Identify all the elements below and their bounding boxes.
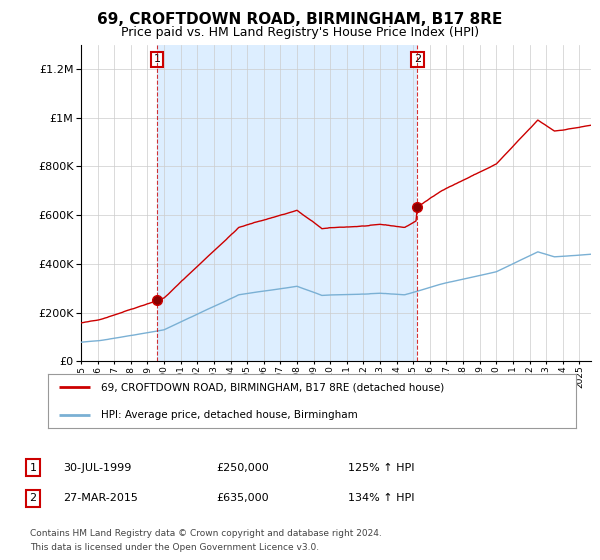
Text: This data is licensed under the Open Government Licence v3.0.: This data is licensed under the Open Gov…	[30, 543, 319, 552]
Text: Contains HM Land Registry data © Crown copyright and database right 2024.: Contains HM Land Registry data © Crown c…	[30, 529, 382, 538]
Text: 2: 2	[413, 54, 421, 64]
Text: Price paid vs. HM Land Registry's House Price Index (HPI): Price paid vs. HM Land Registry's House …	[121, 26, 479, 39]
Text: £250,000: £250,000	[216, 463, 269, 473]
Text: 27-MAR-2015: 27-MAR-2015	[63, 493, 138, 503]
Text: 30-JUL-1999: 30-JUL-1999	[63, 463, 131, 473]
Text: 125% ↑ HPI: 125% ↑ HPI	[348, 463, 415, 473]
Text: 1: 1	[29, 463, 37, 473]
Text: HPI: Average price, detached house, Birmingham: HPI: Average price, detached house, Birm…	[101, 410, 358, 419]
Text: 69, CROFTDOWN ROAD, BIRMINGHAM, B17 8RE: 69, CROFTDOWN ROAD, BIRMINGHAM, B17 8RE	[97, 12, 503, 27]
Text: 134% ↑ HPI: 134% ↑ HPI	[348, 493, 415, 503]
Bar	[157, 45, 417, 361]
Text: 69, CROFTDOWN ROAD, BIRMINGHAM, B17 8RE (detached house): 69, CROFTDOWN ROAD, BIRMINGHAM, B17 8RE …	[101, 382, 444, 392]
Text: 2: 2	[29, 493, 37, 503]
Text: £635,000: £635,000	[216, 493, 269, 503]
Text: 1: 1	[154, 54, 161, 64]
